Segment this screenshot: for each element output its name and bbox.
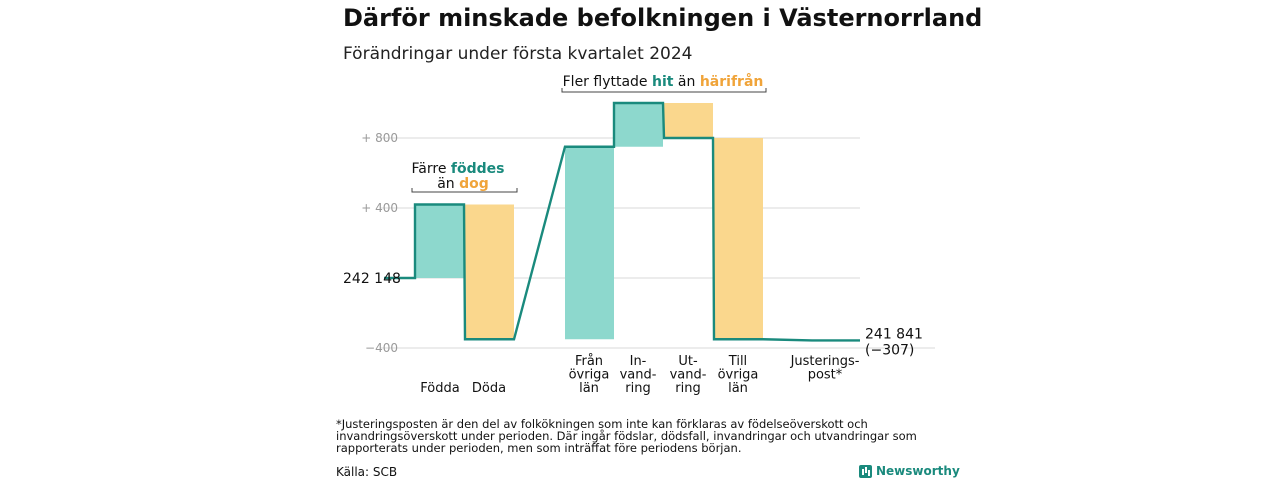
brand-logo: Newsworthy — [859, 464, 960, 478]
bar-ut-vandring — [664, 103, 713, 138]
x-category-label: vand- — [670, 368, 707, 383]
x-category-label: övriga — [718, 368, 759, 383]
x-category-label: Ut- — [678, 354, 698, 369]
y-tick-label: −400 — [365, 341, 398, 355]
annotation-bracket — [411, 188, 518, 193]
brand-name: Newsworthy — [876, 464, 960, 478]
annotation-born-died-line2: än dog — [437, 176, 489, 192]
x-category-label: län — [579, 381, 599, 396]
annotation-moves: Fler flyttade hit än härifrån — [563, 73, 764, 90]
x-category-label: ring — [675, 381, 700, 396]
x-category-label: Döda — [472, 381, 506, 396]
x-category-label: län — [728, 381, 748, 396]
x-category-label: Justerings- — [790, 354, 860, 369]
newsworthy-icon — [859, 464, 872, 478]
x-category-label: övriga — [569, 368, 610, 383]
chart-subtitle: Förändringar under första kvartalet 2024 — [343, 44, 693, 64]
annotation-born-died-line1: Färre föddes — [412, 161, 505, 177]
x-category-label: post* — [808, 368, 843, 383]
y-tick-label: + 400 — [361, 201, 398, 215]
chart-title: Därför minskade befolkningen i Västernor… — [343, 4, 983, 32]
bar-från-övriga-län — [565, 146, 614, 340]
x-category-label: ring — [625, 381, 650, 396]
x-category-label: Födda — [420, 381, 459, 396]
bar-till-övriga-län — [714, 138, 763, 340]
x-category-label: Från — [575, 354, 603, 369]
end-change-label: (−307) — [865, 342, 914, 358]
start-value-label: 242 148 — [343, 271, 401, 287]
x-category-label: vand- — [620, 368, 657, 383]
bar-födda — [415, 204, 464, 278]
annotation-bracket — [561, 88, 767, 93]
x-category-label: In- — [630, 354, 647, 369]
bar-döda — [465, 204, 514, 340]
bar-in-vandring — [614, 103, 663, 147]
footnote: *Justeringsposten är den del av folkökni… — [336, 417, 917, 455]
x-category-label: Till — [728, 354, 747, 369]
y-tick-label: + 800 — [361, 131, 398, 145]
source-label: Källa: SCB — [336, 465, 398, 479]
running-total-line — [384, 101, 860, 342]
end-value-label: 241 841 — [865, 326, 923, 342]
